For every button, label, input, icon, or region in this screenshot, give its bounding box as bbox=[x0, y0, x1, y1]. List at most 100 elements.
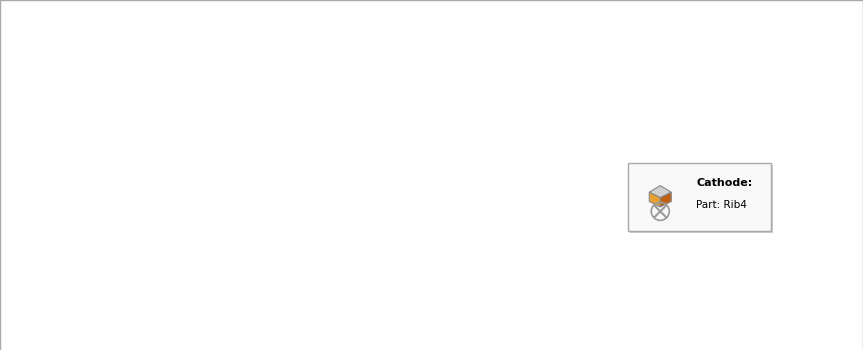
Text: Stainless Steel_304#3.5% ...: Stainless Steel_304#3.5% ... bbox=[552, 292, 692, 302]
Text: ▼: ▼ bbox=[373, 6, 380, 16]
Bar bbox=[22, 247, 33, 259]
Bar bbox=[0, 88, 863, 110]
Circle shape bbox=[36, 248, 46, 258]
Text: 4.7569167: 4.7569167 bbox=[272, 182, 324, 192]
Bar bbox=[22, 270, 33, 280]
Text: Out ...: Out ... bbox=[716, 6, 748, 16]
Bar bbox=[22, 138, 33, 148]
Circle shape bbox=[39, 185, 43, 189]
Text: −: − bbox=[5, 26, 16, 40]
Text: Rib3 - Spar_AFT: Rib3 - Spar_AFT bbox=[49, 225, 126, 237]
Text: Part: Rib4: Part: Rib4 bbox=[696, 200, 747, 210]
Circle shape bbox=[36, 72, 46, 82]
Text: Clip - Spar_FWD: Clip - Spar_FWD bbox=[49, 93, 128, 104]
Circle shape bbox=[22, 32, 28, 38]
Bar bbox=[0, 110, 863, 132]
Circle shape bbox=[39, 251, 43, 255]
Bar bbox=[22, 160, 33, 170]
Text: Aluminum_2024-T3/BSA...: Aluminum_2024-T3/BSA... bbox=[401, 204, 526, 215]
Bar bbox=[223, 48, 237, 62]
Text: Clip - Rib4: Clip - Rib4 bbox=[49, 336, 99, 346]
FancyBboxPatch shape bbox=[630, 165, 772, 233]
Text: Titanium_Ti3Al2.5V#3.5%...: Titanium_Ti3Al2.5V#3.5%... bbox=[552, 336, 688, 346]
Circle shape bbox=[36, 315, 46, 323]
Text: Stainless Steel_304#3.5% ...: Stainless Steel_304#3.5% ... bbox=[552, 182, 692, 193]
Text: Aluminum_2024-T3/BSA...: Aluminum_2024-T3/BSA... bbox=[401, 93, 526, 104]
Bar bbox=[223, 268, 237, 282]
Text: Aluminum_2024-T3/BSA...: Aluminum_2024-T3/BSA... bbox=[401, 160, 526, 170]
Text: Clip - Spar_FWD: Clip - Spar_FWD bbox=[49, 160, 128, 170]
Bar bbox=[223, 70, 237, 84]
Polygon shape bbox=[660, 192, 671, 207]
Circle shape bbox=[39, 75, 43, 79]
Text: 10.6637539: 10.6637539 bbox=[272, 72, 330, 82]
Circle shape bbox=[36, 204, 46, 214]
Bar bbox=[0, 22, 863, 44]
Bar bbox=[223, 180, 237, 194]
Text: Clip - Spar_FWD: Clip - Spar_FWD bbox=[49, 116, 128, 126]
Bar bbox=[0, 330, 863, 350]
Text: 0.0092203: 0.0092203 bbox=[272, 270, 324, 280]
Circle shape bbox=[36, 182, 46, 191]
Text: ✓: ✓ bbox=[24, 336, 31, 345]
Bar bbox=[22, 336, 33, 346]
Bar bbox=[223, 92, 237, 106]
Text: ✓: ✓ bbox=[24, 139, 31, 147]
Bar bbox=[22, 93, 33, 105]
Text: ✓: ✓ bbox=[24, 271, 31, 280]
Circle shape bbox=[39, 273, 43, 277]
Bar bbox=[0, 0, 863, 22]
Text: ✓: ✓ bbox=[24, 50, 31, 60]
Text: Aluminum_2024-T3/BSA...: Aluminum_2024-T3/BSA... bbox=[401, 116, 526, 126]
Text: ✓: ✓ bbox=[24, 204, 31, 214]
Bar bbox=[223, 334, 237, 348]
Text: Titanium_Ti6Al4V Anneal...: Titanium_Ti6Al4V Anneal... bbox=[401, 314, 532, 324]
Bar bbox=[0, 264, 863, 286]
Circle shape bbox=[39, 163, 43, 167]
Text: 0.1016949: 0.1016949 bbox=[272, 248, 324, 258]
Text: 0.0000000: 0.0000000 bbox=[272, 336, 324, 346]
Circle shape bbox=[36, 94, 46, 104]
Circle shape bbox=[39, 207, 43, 211]
Text: Stainless Steel_304#3.5% ...: Stainless Steel_304#3.5% ... bbox=[552, 270, 692, 280]
Text: Stainless Steel_304#3.5% ...: Stainless Steel_304#3.5% ... bbox=[552, 314, 692, 324]
Text: Cathode: Cathode bbox=[552, 6, 595, 16]
Bar bbox=[22, 182, 33, 193]
Bar bbox=[223, 136, 237, 150]
Text: ✓: ✓ bbox=[24, 293, 31, 301]
Text: ✓: ✓ bbox=[24, 315, 31, 323]
Text: Cathode:: Cathode: bbox=[696, 178, 753, 188]
Text: ✓: ✓ bbox=[24, 94, 31, 104]
Text: Name: Name bbox=[4, 6, 35, 16]
Text: Risk: Risk bbox=[224, 6, 246, 16]
Text: Clip - Rib3: Clip - Rib3 bbox=[49, 292, 99, 302]
Text: Rib1 - Spar_AFT: Rib1 - Spar_AFT bbox=[49, 247, 126, 258]
Text: Clip - Spar_FWD: Clip - Spar_FWD bbox=[49, 182, 128, 193]
Text: Titanium_Ti6Al4V Anneal...: Titanium_Ti6Al4V Anneal... bbox=[401, 270, 532, 280]
Bar bbox=[22, 116, 33, 126]
Text: ✓: ✓ bbox=[24, 161, 31, 169]
Bar bbox=[223, 312, 237, 326]
Bar bbox=[0, 308, 863, 330]
Text: Clip - Spar_FWD: Clip - Spar_FWD bbox=[49, 138, 128, 148]
Text: Titanium_Ti6Al4V Anneal...: Titanium_Ti6Al4V Anneal... bbox=[401, 292, 532, 302]
Bar bbox=[223, 224, 237, 238]
Bar bbox=[0, 198, 863, 220]
Text: Stainless Steel_304#3.5% ...: Stainless Steel_304#3.5% ... bbox=[552, 116, 692, 126]
Bar bbox=[0, 66, 863, 88]
Text: 0.1016949: 0.1016949 bbox=[272, 226, 324, 236]
Text: Anode: Anode bbox=[401, 6, 434, 16]
Circle shape bbox=[36, 226, 46, 236]
Circle shape bbox=[39, 229, 43, 233]
Circle shape bbox=[36, 117, 46, 126]
Bar bbox=[0, 44, 863, 66]
Bar bbox=[223, 290, 237, 304]
Bar bbox=[22, 314, 33, 324]
Text: Titanium_Ti3Al2.5V#3.5% NaCl: Titanium_Ti3Al2.5V#3.5% NaCl bbox=[552, 71, 704, 83]
Text: 0.0092203: 0.0092203 bbox=[272, 292, 324, 302]
Bar bbox=[22, 292, 33, 302]
Text: ✓: ✓ bbox=[24, 117, 31, 126]
Circle shape bbox=[16, 28, 22, 35]
Bar bbox=[223, 202, 237, 216]
Text: ✓: ✓ bbox=[24, 248, 31, 258]
